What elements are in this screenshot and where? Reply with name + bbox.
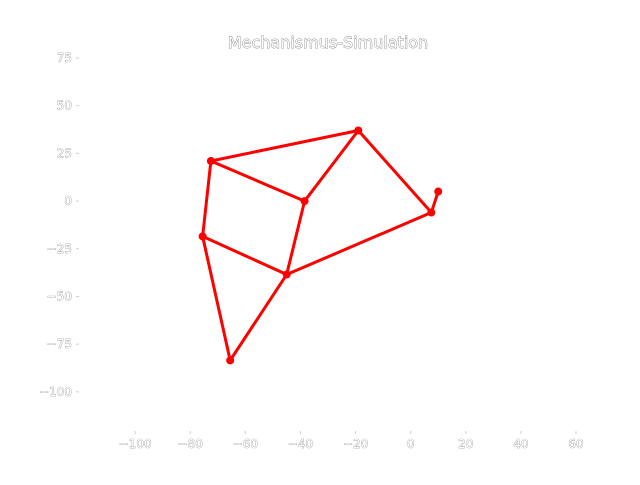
y-tick-label: 25 [57, 146, 72, 160]
joint-p6 [226, 356, 235, 365]
joint-p2 [354, 126, 363, 135]
joint-p4 [198, 232, 207, 241]
joint-p5 [282, 270, 291, 279]
y-axis: 75 50 25 0 −25 −50 −75 −100 [39, 51, 79, 399]
y-tick-label: 0 [64, 194, 72, 208]
y-tick-label: −25 [47, 242, 72, 256]
link-p4-p6 [201, 234, 232, 362]
link-p1-p4 [201, 159, 213, 238]
link-p3-p5 [285, 199, 307, 277]
joint-p8 [434, 187, 443, 196]
y-tick-label: −100 [39, 385, 72, 399]
link-p4-p5 [201, 234, 289, 277]
link-p5-p7 [285, 211, 433, 277]
link-p1-p3 [209, 159, 307, 203]
x-tick-label: −40 [288, 437, 313, 451]
x-axis: −100 −80 −60 −40 −20 0 20 40 60 [118, 431, 584, 451]
joint-p3 [300, 197, 309, 206]
mechanism-joints [198, 126, 443, 365]
x-tick-label: 40 [513, 437, 528, 451]
x-tick-label: −20 [343, 437, 368, 451]
y-tick-label: −50 [47, 289, 72, 303]
x-tick-label: 60 [568, 437, 583, 451]
y-tick-label: −75 [47, 337, 72, 351]
mechanism-links [201, 128, 440, 362]
x-tick-label: 20 [458, 437, 473, 451]
y-tick-label: 75 [57, 51, 72, 65]
link-p2-p3 [303, 128, 360, 203]
link-p2-p7 [356, 128, 433, 215]
y-tick-label: 50 [57, 99, 72, 113]
x-tick-label: −100 [119, 437, 152, 451]
chart-title: Mechanismus-Simulation [228, 33, 428, 52]
link-p5-p6 [228, 273, 289, 362]
joint-p7 [427, 208, 436, 217]
link-p1-p2 [209, 128, 360, 163]
x-tick-label: −60 [233, 437, 258, 451]
joint-p1 [206, 157, 215, 166]
x-tick-label: 0 [407, 437, 415, 451]
x-tick-label: −80 [178, 437, 203, 451]
